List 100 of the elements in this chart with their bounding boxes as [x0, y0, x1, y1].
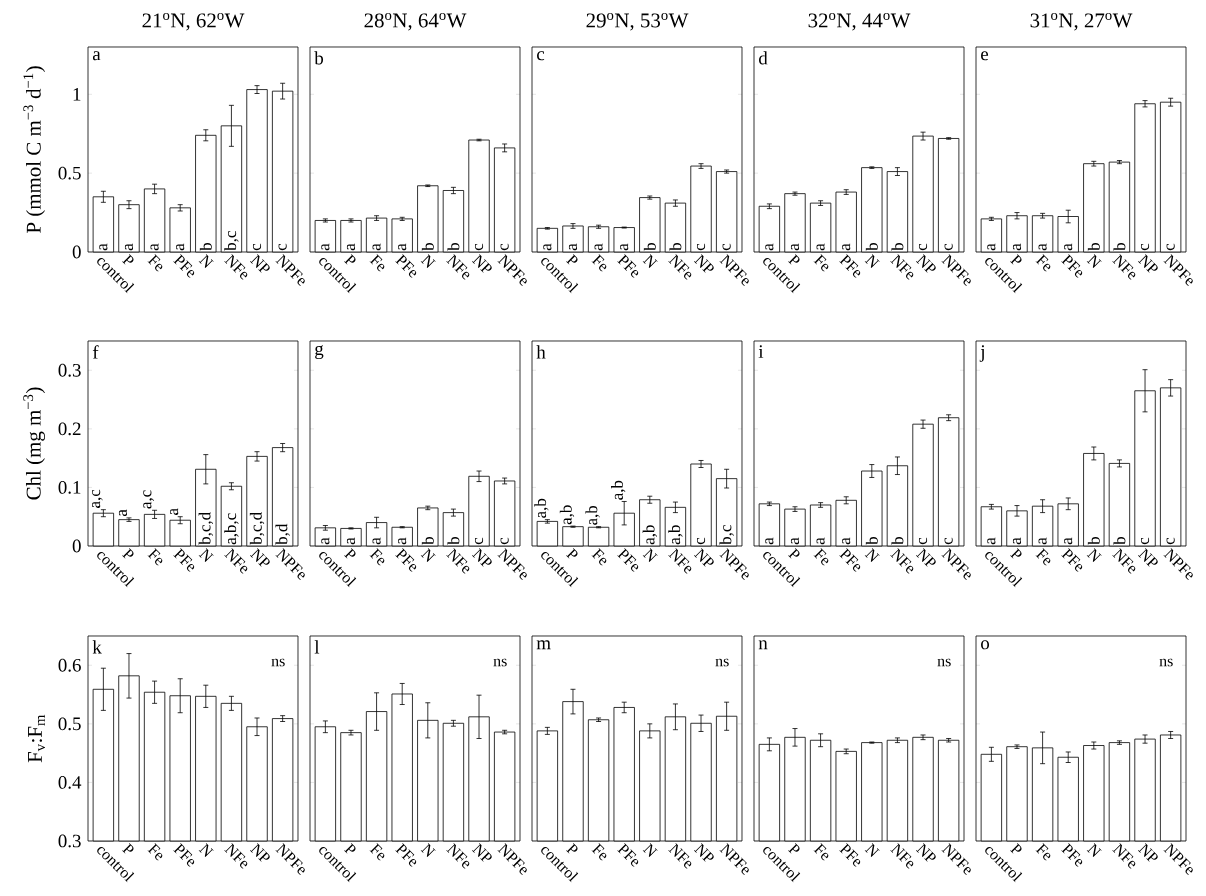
y-tick-label: 0: [72, 539, 81, 553]
annotation: a,b,c: [224, 513, 239, 545]
annotation: a: [543, 243, 552, 251]
annotation: c: [722, 243, 731, 251]
x-tick-label: N: [1086, 548, 1102, 562]
y-tick-label: 0: [72, 245, 81, 259]
annotation: k: [92, 640, 102, 654]
annotation: ns: [715, 658, 729, 667]
x-tick-label: PFe: [1061, 548, 1083, 572]
chart-title: 31$^{o}$N, 27$^{o}$W: [1030, 12, 1133, 31]
x-tick-label: NP: [693, 254, 714, 273]
y-tick-label: 0.5: [58, 166, 81, 180]
x-tick-label: NP: [693, 548, 714, 567]
annotation: a,b: [668, 525, 683, 545]
annotation: a: [1038, 537, 1047, 545]
x-tick-label: PFe: [1061, 843, 1083, 867]
x-tick-label: NFe: [224, 843, 248, 869]
annotation: c: [537, 51, 545, 61]
annotation: b: [865, 242, 878, 251]
x-tick-label: NFe: [1112, 254, 1136, 280]
x-tick-label: NFe: [224, 254, 248, 280]
x-tick-label: Fe: [369, 254, 385, 272]
y-axis-title: F$_{v}$:F$_{m}$: [28, 714, 46, 763]
x-tick-label: NFe: [890, 254, 914, 280]
annotation: a: [987, 537, 996, 545]
annotation: b: [669, 242, 682, 251]
x-tick-label: Fe: [147, 548, 163, 566]
annotation: a: [124, 243, 134, 251]
annotation: c: [696, 243, 706, 251]
x-tick-label: Fe: [147, 254, 163, 272]
annotation: c: [696, 537, 706, 545]
annotation: c: [944, 243, 953, 251]
annotation: a: [1064, 243, 1073, 251]
y-tick-label: 0.6: [58, 658, 81, 672]
x-tick-label: PFe: [173, 843, 195, 867]
annotation: o: [981, 640, 990, 650]
x-tick-label: NFe: [1112, 548, 1136, 574]
x-tick-label: Fe: [813, 254, 829, 272]
annotation: ns: [493, 658, 507, 667]
x-tick-label: NFe: [890, 843, 914, 869]
x-tick-label: N: [198, 548, 214, 562]
x-tick-label: NP: [249, 843, 270, 862]
annotation: a: [1064, 537, 1073, 545]
annotation: a: [816, 537, 825, 545]
x-tick-label: NFe: [224, 548, 248, 574]
annotation: a,b: [642, 525, 657, 545]
x-tick-label: N: [420, 843, 436, 858]
annotation: e: [981, 51, 989, 61]
y-tick-label: 0.3: [58, 834, 81, 848]
x-tick-label: NP: [1137, 548, 1158, 567]
annotation: b,d: [275, 523, 290, 545]
y-axis-title: Chl (mg m$^{−3}$): [23, 387, 46, 500]
annotation: c: [474, 243, 484, 251]
annotation: d: [758, 51, 768, 65]
annotation: ns: [937, 658, 951, 667]
x-tick-label: Fe: [1035, 548, 1051, 566]
x-tick-label: Fe: [1035, 843, 1051, 861]
annotation: b: [447, 242, 460, 251]
annotation: a: [398, 243, 407, 251]
annotation: a: [372, 243, 381, 251]
x-tick-label: NP: [471, 548, 492, 567]
annotation: f: [92, 345, 99, 359]
annotation: b,c,d: [249, 512, 265, 545]
x-tick-label: NP: [915, 254, 936, 273]
annotation: a: [765, 537, 774, 545]
x-tick-label: NP: [471, 843, 492, 862]
annotation: l: [314, 640, 320, 654]
annotation: a: [568, 243, 578, 251]
annotation: j: [979, 345, 984, 362]
x-tick-label: PFe: [839, 548, 861, 572]
annotation: a: [398, 537, 407, 545]
annotation: c: [500, 537, 509, 545]
annotation: c: [1166, 243, 1175, 251]
x-tick-label: NFe: [446, 843, 470, 869]
annotation: i: [758, 345, 764, 358]
x-tick-label: NP: [249, 548, 270, 567]
x-tick-label: PFe: [395, 548, 417, 572]
x-tick-label: NP: [249, 254, 270, 273]
annotation: a,b: [534, 498, 549, 518]
annotation: a,c: [143, 490, 154, 509]
x-tick-label: Fe: [1035, 254, 1051, 272]
annotation: b,c: [224, 231, 239, 251]
x-tick-label: Fe: [369, 548, 385, 566]
annotation: c: [474, 537, 484, 545]
annotation: b: [314, 51, 324, 65]
chart-title: 32$^{o}$N, 44$^{o}$W: [808, 12, 911, 31]
x-tick-label: Fe: [369, 843, 385, 861]
annotation: a: [594, 243, 603, 251]
x-tick-label: NP: [693, 843, 714, 862]
annotation: a,b: [585, 505, 600, 525]
x-tick-label: NFe: [446, 548, 470, 574]
annotation: a: [987, 243, 996, 251]
x-tick-label: Fe: [591, 254, 607, 272]
annotation: a: [99, 243, 108, 251]
x-tick-label: NFe: [668, 254, 692, 280]
annotation: a: [176, 243, 185, 251]
annotation: ns: [271, 658, 285, 667]
x-tick-label: N: [642, 843, 658, 858]
annotation: a: [346, 537, 356, 545]
x-tick-label: Fe: [147, 843, 163, 861]
